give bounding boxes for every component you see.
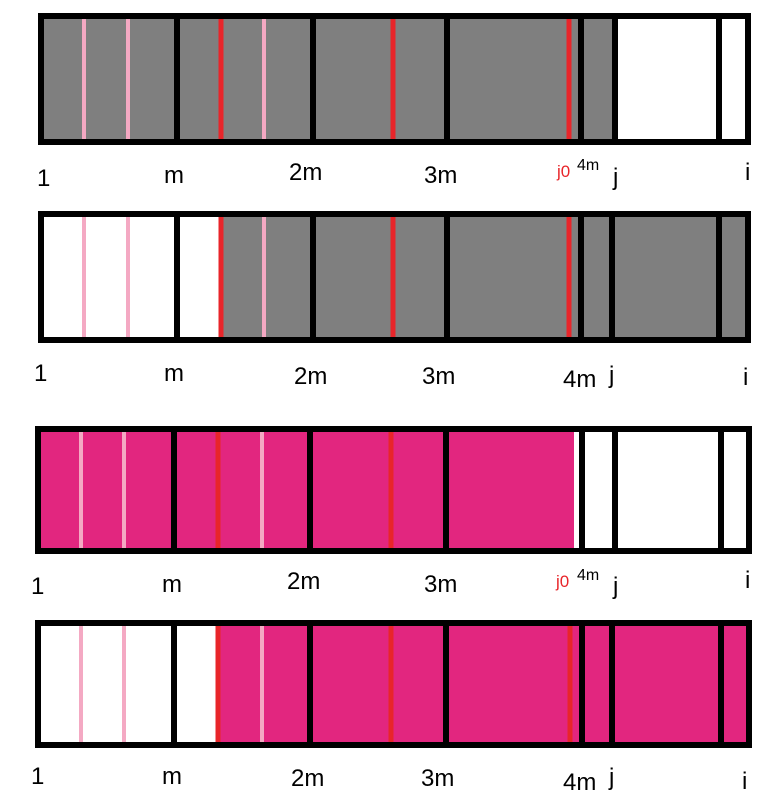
label-4m: 4m <box>577 157 599 174</box>
label-m: m <box>162 763 182 790</box>
label-i: i <box>742 768 747 795</box>
label-j: j <box>612 164 618 191</box>
array-border <box>38 211 751 343</box>
label-j: j <box>608 764 614 791</box>
label-4m: 4m <box>563 366 596 393</box>
filled-region <box>41 16 613 142</box>
label-1: 1 <box>37 165 50 192</box>
label-i: i <box>745 159 750 186</box>
diagram-2: 1 m 2m 3m 4m j i <box>34 211 751 393</box>
label-j: j <box>612 573 618 600</box>
filled-region <box>38 429 574 551</box>
label-1: 1 <box>31 573 44 600</box>
label-j0: j0 <box>555 572 569 591</box>
array-border <box>35 620 752 748</box>
label-2m: 2m <box>294 363 327 390</box>
label-i: i <box>745 567 750 594</box>
array-border <box>35 426 752 554</box>
label-2m: 2m <box>291 765 324 792</box>
label-4m: 4m <box>577 567 599 584</box>
label-4m: 4m <box>563 769 596 796</box>
filled-region <box>221 214 748 340</box>
label-j0: j0 <box>556 162 570 181</box>
diagram-3: 1 m 2m 3m j0 4m j i <box>31 426 752 600</box>
label-1: 1 <box>31 763 44 790</box>
label-1: 1 <box>34 360 47 387</box>
label-j: j <box>608 362 614 389</box>
label-2m: 2m <box>289 159 322 186</box>
label-3m: 3m <box>422 363 455 390</box>
filled-region <box>218 623 749 745</box>
array-border <box>38 13 751 145</box>
label-m: m <box>164 360 184 387</box>
label-2m: 2m <box>287 568 320 595</box>
label-3m: 3m <box>424 162 457 189</box>
label-i: i <box>743 364 748 391</box>
label-m: m <box>162 571 182 598</box>
diagram-1: 1 m 2m 3m j0 4m j i <box>37 13 751 192</box>
label-3m: 3m <box>421 765 454 792</box>
label-m: m <box>164 162 184 189</box>
diagram-4: 1 m 2m 3m 4m j i <box>31 620 752 796</box>
label-3m: 3m <box>424 571 457 598</box>
